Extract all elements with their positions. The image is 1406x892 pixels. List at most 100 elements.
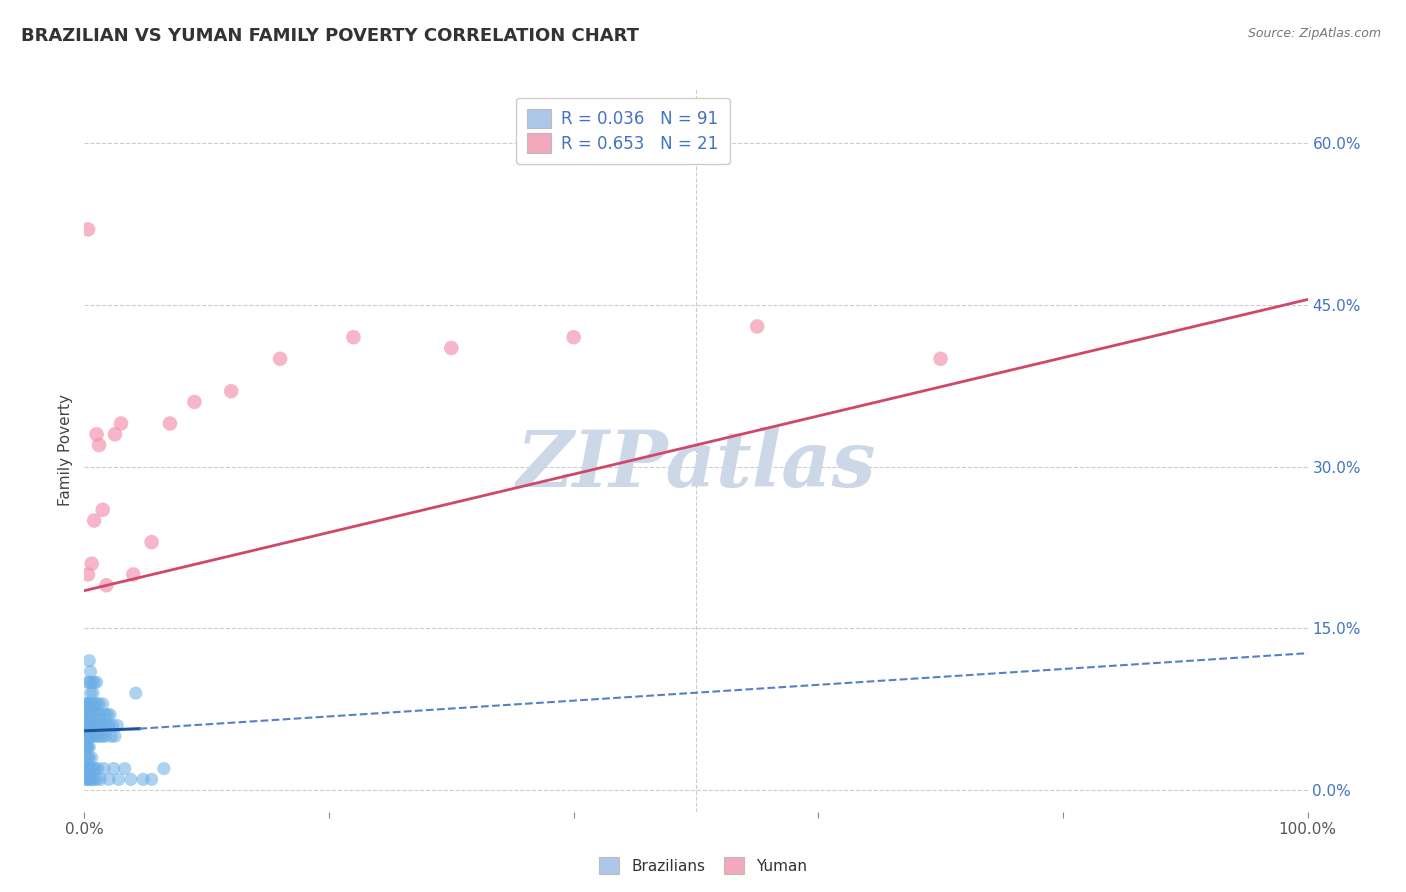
Point: [93, 718, 115, 732]
Point: [75, 718, 97, 732]
Point: [96, 578, 118, 592]
Point: [87, 707, 110, 722]
Point: [82, 762, 104, 776]
Point: [86, 697, 108, 711]
Point: [75, 729, 97, 743]
Point: [77, 739, 100, 754]
Point: [80, 675, 103, 690]
Point: [93, 762, 115, 776]
Point: [89, 772, 111, 787]
Point: [98, 707, 121, 722]
Point: [79, 729, 101, 743]
Point: [87, 697, 110, 711]
Point: [76, 762, 98, 776]
Point: [747, 319, 769, 334]
Point: [87, 762, 110, 776]
Point: [83, 697, 105, 711]
Point: [86, 772, 108, 787]
Text: BRAZILIAN VS YUMAN FAMILY POVERTY CORRELATION CHART: BRAZILIAN VS YUMAN FAMILY POVERTY CORREL…: [21, 27, 640, 45]
Point: [82, 729, 104, 743]
Point: [79, 707, 101, 722]
Point: [122, 567, 145, 582]
Legend: Brazilians, Yuman: Brazilians, Yuman: [593, 851, 813, 880]
Point: [77, 729, 100, 743]
Point: [75, 772, 97, 787]
Point: [94, 729, 117, 743]
Point: [77, 762, 100, 776]
Point: [76, 707, 98, 722]
Point: [103, 762, 125, 776]
Point: [79, 772, 101, 787]
Point: [77, 697, 100, 711]
Point: [79, 686, 101, 700]
Point: [87, 718, 110, 732]
Point: [79, 762, 101, 776]
Point: [929, 351, 952, 366]
Point: [83, 718, 105, 732]
Point: [125, 686, 148, 700]
Point: [89, 729, 111, 743]
Point: [76, 772, 98, 787]
Point: [75, 739, 97, 754]
Point: [153, 762, 176, 776]
Point: [342, 330, 364, 344]
Point: [82, 686, 104, 700]
Point: [104, 427, 127, 442]
Point: [79, 665, 101, 679]
Point: [76, 718, 98, 732]
Point: [97, 718, 120, 732]
Point: [77, 222, 100, 236]
Legend: R = 0.036   N = 91, R = 0.653   N = 21: R = 0.036 N = 91, R = 0.653 N = 21: [516, 97, 730, 164]
Point: [77, 739, 100, 754]
Point: [75, 707, 97, 722]
Point: [141, 535, 163, 549]
Point: [80, 751, 103, 765]
Point: [86, 675, 108, 690]
Point: [94, 707, 117, 722]
Point: [75, 762, 97, 776]
Point: [77, 718, 100, 732]
Point: [114, 762, 136, 776]
Point: [562, 330, 585, 344]
Point: [77, 567, 100, 582]
Point: [77, 751, 100, 765]
Point: [97, 707, 120, 722]
Text: ZIPatlas: ZIPatlas: [516, 426, 876, 503]
Point: [105, 718, 128, 732]
Point: [110, 417, 132, 431]
Point: [100, 729, 122, 743]
Point: [75, 697, 97, 711]
Point: [269, 351, 291, 366]
Point: [107, 772, 129, 787]
Point: [86, 718, 108, 732]
Point: [97, 772, 120, 787]
Point: [91, 729, 114, 743]
Point: [77, 718, 100, 732]
Point: [76, 697, 98, 711]
Point: [91, 502, 114, 516]
Point: [77, 772, 100, 787]
Point: [89, 707, 111, 722]
Point: [80, 557, 103, 571]
Text: Source: ZipAtlas.com: Source: ZipAtlas.com: [1247, 27, 1381, 40]
Point: [80, 697, 103, 711]
Point: [90, 718, 112, 732]
Point: [75, 751, 97, 765]
Point: [77, 675, 100, 690]
Point: [219, 384, 242, 399]
Point: [159, 417, 181, 431]
Point: [76, 729, 98, 743]
Point: [120, 772, 142, 787]
Point: [73, 729, 96, 743]
Point: [84, 762, 107, 776]
Point: [75, 707, 97, 722]
Point: [80, 718, 103, 732]
Point: [87, 729, 110, 743]
Point: [76, 739, 98, 754]
Point: [83, 675, 105, 690]
Point: [86, 427, 108, 442]
Point: [84, 729, 107, 743]
Point: [76, 739, 98, 754]
Point: [77, 675, 100, 690]
Point: [77, 654, 100, 668]
